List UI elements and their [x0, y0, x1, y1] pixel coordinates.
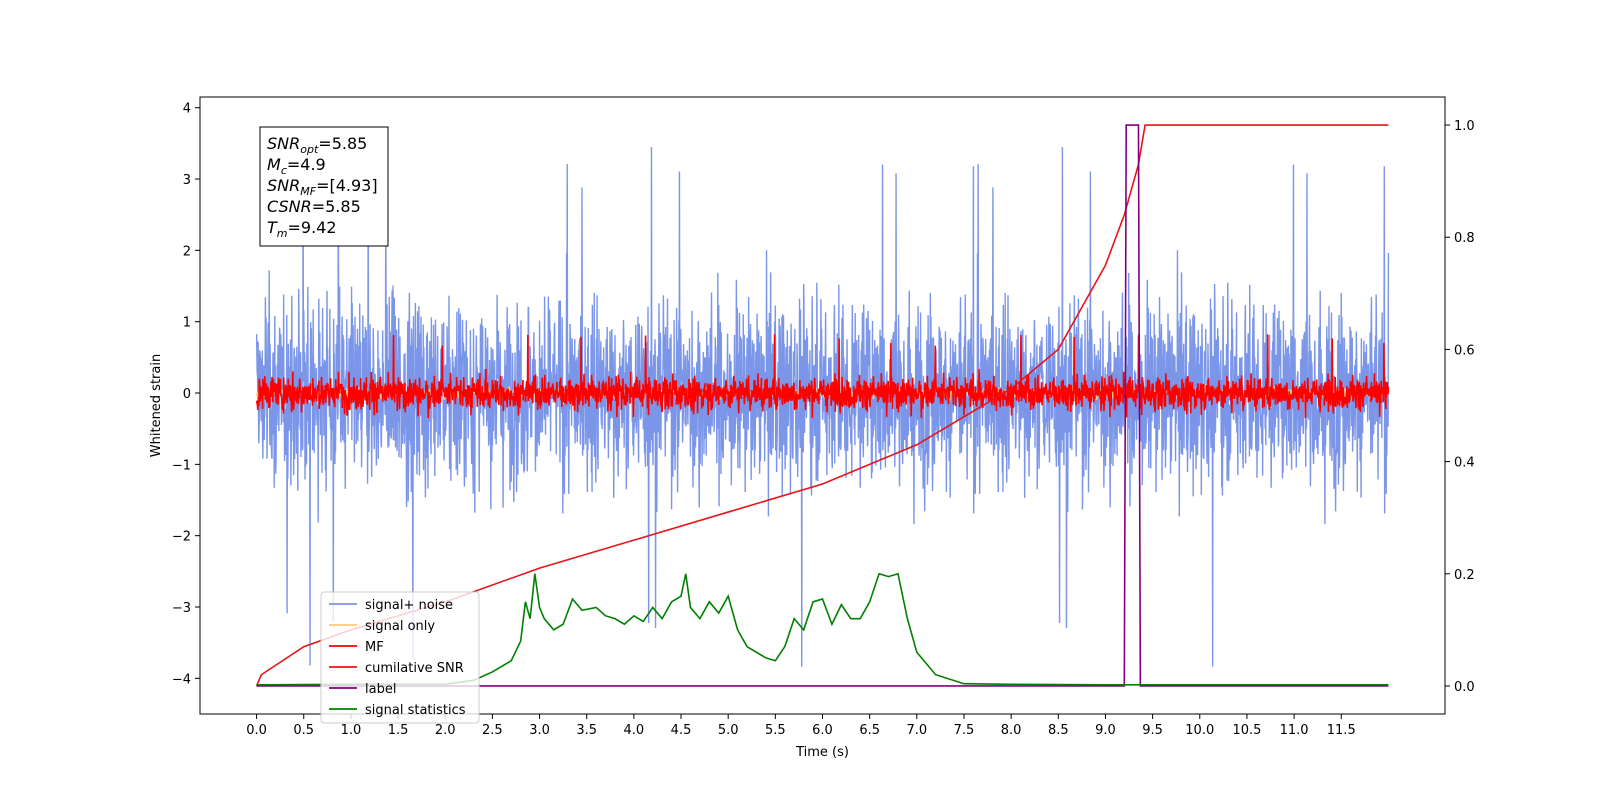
info-box-line: SNRMF=[4.93] [267, 176, 378, 198]
x-tick-label: 9.5 [1142, 723, 1163, 738]
legend-entry-label: signal statistics [365, 703, 466, 718]
x-tick-label: 7.5 [954, 723, 975, 738]
legend-entry-label: signal+ noise [365, 598, 453, 613]
y-left-tick-label: −3 [172, 601, 191, 616]
legend-entry-label: label [365, 682, 396, 697]
x-axis: 0.0 0.5 1.0 1.5 2.0 2.5 3.0 3.5 4.0 4.5 5.0 5.5 6.0 6… [246, 714, 1356, 738]
x-tick-label: 0.5 [293, 723, 314, 738]
x-tick-label: 4.5 [671, 723, 692, 738]
x-tick-label: 8.0 [1001, 723, 1022, 738]
x-tick-label: 1.0 [341, 723, 362, 738]
legend-entry-label: signal only [365, 619, 435, 634]
y-left-tick-label: 1 [183, 316, 191, 331]
x-tick-label: 5.5 [765, 723, 786, 738]
x-tick-label: 6.5 [859, 723, 880, 738]
y-right-tick-label: 0.0 [1454, 680, 1475, 695]
x-tick-label: 2.5 [482, 723, 503, 738]
info-box-line: Tm=9.42 [267, 218, 337, 240]
x-tick-label: 11.0 [1280, 723, 1309, 738]
y-left-tick-label: −1 [172, 458, 191, 473]
series-line-label [256, 124, 1389, 687]
y-right-tick-label: 0.6 [1454, 343, 1475, 358]
y-axis-right: 1.0 0.8 0.6 0.4 0.2 0.0 [1445, 119, 1475, 695]
x-tick-label: 3.0 [529, 723, 550, 738]
x-tick-label: 4.0 [624, 723, 645, 738]
y-left-tick-label: 0 [183, 387, 191, 402]
y-axis-left: 4 3 2 1 0 −1 −2 −3 −4 [172, 102, 200, 687]
x-tick-label: 10.0 [1185, 723, 1214, 738]
y-left-tick-label: 2 [183, 244, 191, 259]
y-axis-label: Whitened strain [149, 354, 164, 457]
y-left-tick-label: −2 [172, 530, 191, 545]
y-right-tick-label: 1.0 [1454, 119, 1475, 134]
y-left-tick-label: −4 [172, 672, 191, 687]
legend-frame [320, 591, 480, 724]
x-tick-label: 2.0 [435, 723, 456, 738]
y-left-tick-label: 3 [183, 173, 191, 188]
legend-entry-label: cumilative SNR [365, 661, 464, 676]
y-right-tick-label: 0.4 [1454, 456, 1475, 471]
x-tick-label: 7.0 [906, 723, 927, 738]
x-tick-label: 10.5 [1232, 723, 1261, 738]
y-right-tick-label: 0.2 [1454, 568, 1475, 583]
series-line-signal-statistics [256, 572, 1389, 686]
legend: signal+ noise signal only MF cumilative SNR… [320, 591, 480, 724]
info-box-line: SNRopt=5.85 [267, 134, 367, 156]
series-line-signal-noise [255, 147, 1390, 667]
info-box-frame [259, 126, 389, 247]
y-left-tick-label: 4 [183, 102, 191, 117]
x-tick-label: 0.0 [246, 723, 267, 738]
x-tick-label: 5.0 [718, 723, 739, 738]
info-box-line: CSNR=5.85 [267, 197, 361, 216]
x-tick-label: 3.5 [576, 723, 597, 738]
info-box-line: Mc=4.9 [267, 155, 326, 177]
x-tick-label: 1.5 [388, 723, 409, 738]
x-tick-label: 8.5 [1048, 723, 1069, 738]
x-axis-label: Time (s) [795, 745, 849, 760]
x-tick-label: 9.0 [1095, 723, 1116, 738]
x-tick-label: 6.0 [812, 723, 833, 738]
x-tick-label: 11.5 [1327, 723, 1356, 738]
legend-entry-label: MF [365, 640, 384, 655]
y-right-tick-label: 0.8 [1454, 231, 1475, 246]
series-line-mf [255, 334, 1390, 418]
